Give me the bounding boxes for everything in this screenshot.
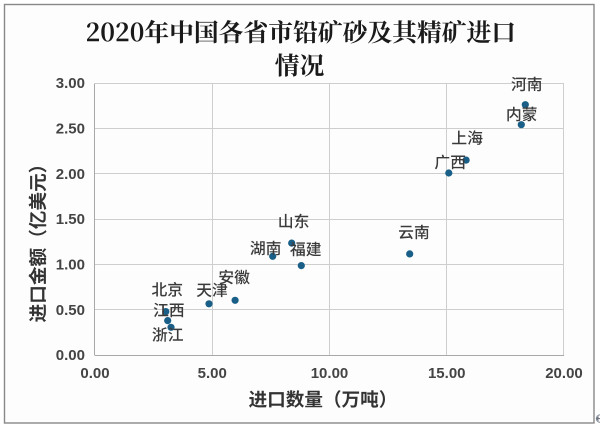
svg-text:1.00: 1.00 [56,257,85,274]
svg-text:2.50: 2.50 [56,121,85,138]
svg-text:15.00: 15.00 [428,365,466,382]
svg-text:10.00: 10.00 [311,365,349,382]
svg-text:0.00: 0.00 [56,347,85,364]
svg-text:5.00: 5.00 [198,365,227,382]
svg-text:1.50: 1.50 [56,211,85,228]
svg-text:3.00: 3.00 [56,75,85,92]
svg-text:20.00: 20.00 [545,365,583,382]
svg-text:2.00: 2.00 [56,166,85,183]
svg-text:0.00: 0.00 [80,365,109,382]
svg-text:0.50: 0.50 [56,302,85,319]
